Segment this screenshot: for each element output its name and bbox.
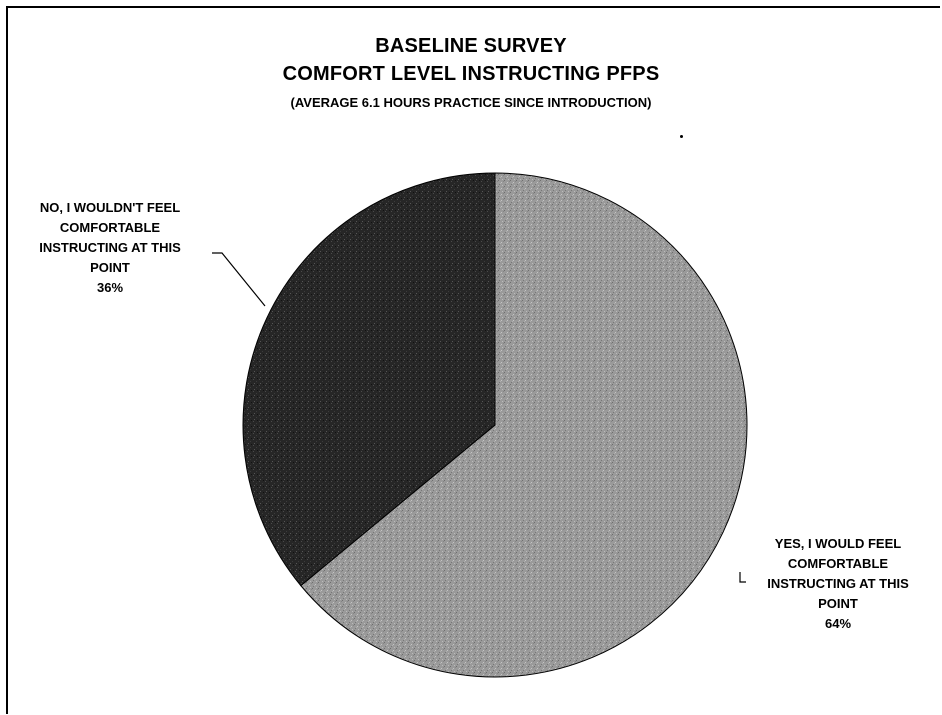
slice-label-line: INSTRUCTING AT THIS xyxy=(767,576,909,591)
chart-title-line-2: COMFORT LEVEL INSTRUCTING PFPS xyxy=(282,63,660,85)
pie-slices xyxy=(242,172,748,678)
slice-label-no: NO, I WOULDN'T FEEL COMFORTABLE INSTRUCTIN… xyxy=(39,200,181,295)
leader-line-no xyxy=(212,252,266,307)
chart-subtitle: (AVERAGE 6.1 HOURS PRACTICE SINCE INTROD… xyxy=(290,95,652,110)
slice-label-yes: YES, I WOULD FEEL COMFORTABLE INSTRUCTING … xyxy=(767,536,909,631)
chart-title-block: BASELINE SURVEY COMFORT LEVEL INSTRUCTIN… xyxy=(0,32,942,112)
leader-line-yes xyxy=(739,572,746,583)
slice-label-line: NO, I WOULDN'T FEEL xyxy=(40,200,180,215)
pie-slice-no xyxy=(242,172,496,587)
slice-label-line: POINT xyxy=(818,596,858,611)
pie-slice-yes xyxy=(300,172,748,678)
slice-label-line: COMFORTABLE xyxy=(60,220,160,235)
speck-dot xyxy=(680,135,683,138)
chart-title-line-1: BASELINE SURVEY xyxy=(375,35,567,57)
slice-label-line: POINT xyxy=(90,260,130,275)
slice-label-line: COMFORTABLE xyxy=(788,556,888,571)
slice-labels: YES, I WOULD FEEL COMFORTABLE INSTRUCTING … xyxy=(39,200,909,631)
chart-frame xyxy=(6,6,940,714)
slice-percent-label: 36% xyxy=(97,280,123,295)
slice-percent-label: 64% xyxy=(825,616,851,631)
leader-lines xyxy=(212,252,746,583)
slice-label-line: INSTRUCTING AT THIS xyxy=(39,240,181,255)
slice-label-line: YES, I WOULD FEEL xyxy=(775,536,901,551)
